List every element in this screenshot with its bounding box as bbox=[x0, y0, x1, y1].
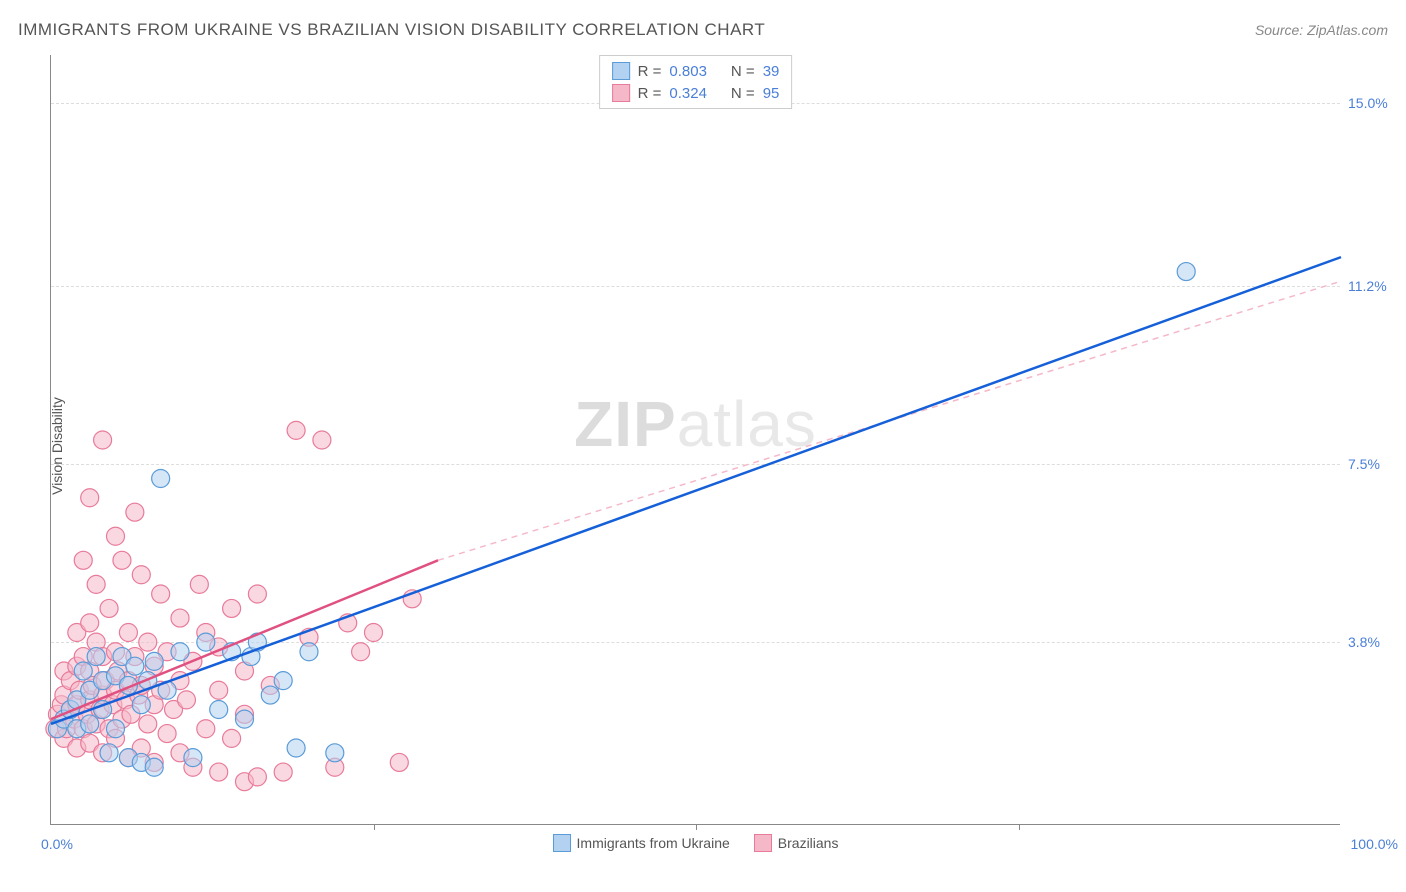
legend-label-brazilians: Brazilians bbox=[778, 835, 839, 851]
swatch-ukraine bbox=[612, 62, 630, 80]
x-tick-mark bbox=[374, 824, 375, 830]
y-tick-label: 11.2% bbox=[1348, 278, 1398, 294]
correlation-legend: R = 0.803 N = 39 R = 0.324 N = 95 bbox=[599, 55, 793, 109]
legend-label-ukraine: Immigrants from Ukraine bbox=[577, 835, 730, 851]
swatch-brazilians bbox=[612, 84, 630, 102]
chart-plot-area: ZIPatlas R = 0.803 N = 39 R = 0.324 N = … bbox=[50, 55, 1340, 825]
legend-row-ukraine: R = 0.803 N = 39 bbox=[612, 60, 780, 82]
x-tick-mark bbox=[1019, 824, 1020, 830]
scatter-svg bbox=[51, 55, 1340, 824]
x-axis-max-label: 100.0% bbox=[1351, 836, 1398, 852]
x-axis-min-label: 0.0% bbox=[41, 836, 73, 852]
y-tick-label: 7.5% bbox=[1348, 456, 1398, 472]
chart-header: IMMIGRANTS FROM UKRAINE VS BRAZILIAN VIS… bbox=[18, 20, 1388, 40]
swatch-brazilians-icon bbox=[754, 834, 772, 852]
y-tick-label: 15.0% bbox=[1348, 95, 1398, 111]
legend-item-ukraine: Immigrants from Ukraine bbox=[553, 834, 730, 852]
x-tick-mark bbox=[696, 824, 697, 830]
chart-title: IMMIGRANTS FROM UKRAINE VS BRAZILIAN VIS… bbox=[18, 20, 765, 40]
source-attribution: Source: ZipAtlas.com bbox=[1255, 22, 1388, 38]
series-legend: Immigrants from Ukraine Brazilians bbox=[553, 834, 839, 852]
y-tick-label: 3.8% bbox=[1348, 634, 1398, 650]
swatch-ukraine-icon bbox=[553, 834, 571, 852]
legend-row-brazilians: R = 0.324 N = 95 bbox=[612, 82, 780, 104]
legend-item-brazilians: Brazilians bbox=[754, 834, 839, 852]
